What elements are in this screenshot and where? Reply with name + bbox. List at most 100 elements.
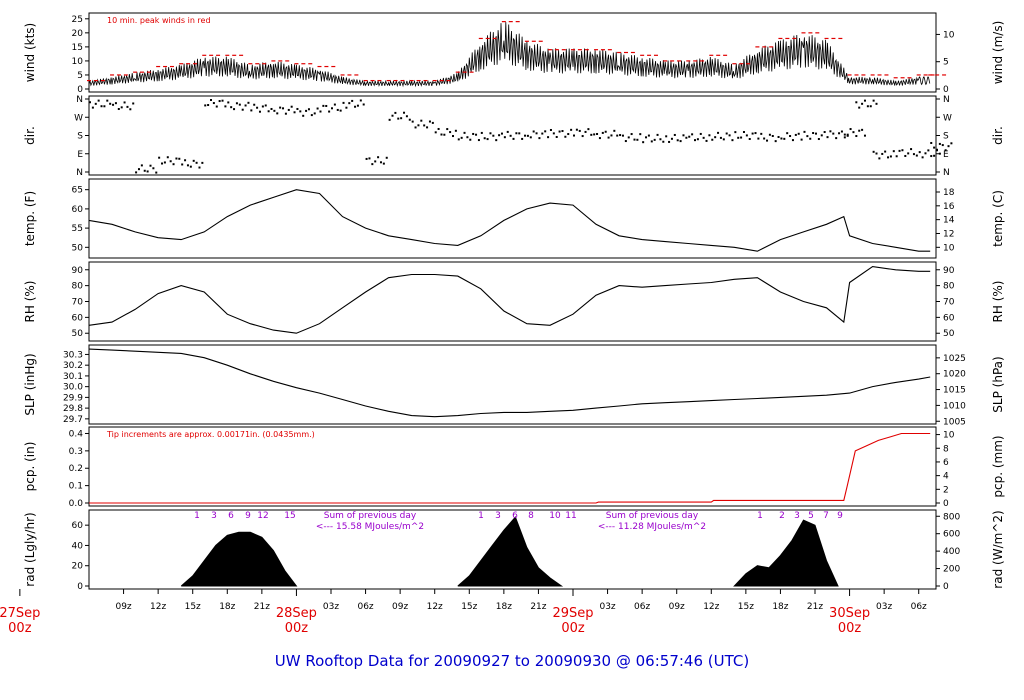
- direction-point: [838, 132, 841, 135]
- direction-point: [469, 138, 472, 141]
- direction-point: [414, 126, 417, 129]
- radiation-day-area: [457, 516, 564, 587]
- direction-point: [339, 109, 342, 112]
- left-axis-label: pcp. (in): [23, 442, 37, 492]
- time-tick-label: 18z: [219, 602, 235, 612]
- right-tick-label: 70: [943, 298, 955, 308]
- right-tick-label: 800: [943, 512, 960, 522]
- right-tick-label: 400: [943, 547, 960, 557]
- direction-point: [140, 164, 143, 167]
- direction-point: [947, 145, 950, 148]
- direction-point: [549, 128, 552, 131]
- panel-frame: [88, 509, 937, 590]
- direction-point: [356, 104, 359, 107]
- time-tick-label: 06z: [911, 602, 927, 612]
- direction-point: [515, 132, 518, 135]
- direction-point: [936, 148, 938, 151]
- right-tick-label: 12: [943, 229, 954, 239]
- left-tick-label: 30.0: [63, 383, 83, 393]
- direction-point: [152, 167, 155, 170]
- panel-pcp: 0.0 0.1 0.2 0.3 0.4 0 2 4 6 8 10 pcp. (in) pcp. (mm)…: [23, 426, 1005, 509]
- direction-point: [371, 163, 374, 166]
- direction-point: [875, 102, 878, 105]
- left-tick-label: 29.8: [63, 404, 83, 414]
- direction-point: [593, 133, 596, 136]
- direction-point: [630, 133, 633, 136]
- direction-point: [290, 105, 293, 108]
- direction-point: [541, 132, 544, 135]
- direction-point: [328, 110, 331, 113]
- direction-point: [944, 149, 947, 152]
- right-tick-label: 600: [943, 530, 960, 540]
- direction-point: [659, 138, 662, 141]
- radiation-hour-label: 3: [211, 511, 217, 521]
- direction-point: [590, 133, 593, 136]
- direction-point: [941, 144, 944, 147]
- direction-point: [696, 138, 699, 141]
- direction-point: [486, 138, 489, 141]
- direction-point: [647, 134, 650, 137]
- direction-point: [204, 104, 207, 107]
- direction-point: [227, 101, 230, 104]
- direction-point: [100, 105, 103, 108]
- direction-point: [506, 130, 509, 133]
- direction-point: [489, 132, 492, 135]
- right-tick-label: 1015: [943, 386, 966, 396]
- radiation-hour-label: 6: [512, 511, 518, 521]
- direction-point: [89, 101, 91, 104]
- direction-point: [345, 106, 348, 109]
- direction-point: [673, 133, 676, 136]
- radiation-hour-label: 1: [757, 511, 763, 521]
- direction-point: [146, 170, 149, 173]
- radiation-hour-label: 1: [478, 511, 484, 521]
- direction-point: [596, 132, 599, 135]
- direction-point: [895, 155, 898, 158]
- direction-point: [760, 132, 763, 135]
- direction-point: [354, 105, 357, 108]
- direction-point: [97, 99, 100, 102]
- direction-point: [143, 169, 146, 172]
- time-tick-label: 15z: [185, 602, 201, 612]
- date-z-label: 00z: [561, 621, 585, 636]
- direction-point: [336, 108, 339, 111]
- left-tick-label: 70: [72, 298, 84, 308]
- left-axis-label: temp. (F): [23, 191, 37, 246]
- direction-point: [806, 135, 809, 138]
- direction-point: [359, 99, 362, 102]
- direction-point: [509, 134, 512, 137]
- left-tick-label: 29.9: [63, 393, 83, 403]
- direction-point: [858, 129, 861, 132]
- direction-point: [705, 139, 708, 142]
- direction-point: [552, 132, 555, 135]
- direction-point: [195, 161, 198, 164]
- direction-point: [708, 134, 711, 137]
- radiation-sum-value: <--- 15.58 MJoules/m^2: [316, 522, 424, 532]
- right-tick-label: 0: [943, 499, 949, 509]
- right-axis-label: dir.: [991, 126, 1005, 145]
- time-tick-label: 12z: [427, 602, 443, 612]
- left-tick-label: 15: [72, 43, 83, 53]
- direction-point: [282, 107, 285, 110]
- radiation-hour-label: 3: [495, 511, 501, 521]
- direction-point: [109, 102, 112, 105]
- direction-point: [719, 136, 722, 139]
- temp-series-line: [88, 189, 931, 252]
- direction-point: [166, 156, 169, 159]
- right-tick-label: 4: [943, 472, 949, 482]
- direction-point: [325, 104, 328, 107]
- direction-point: [921, 156, 924, 159]
- direction-point: [365, 157, 368, 160]
- direction-point: [800, 138, 803, 141]
- direction-point: [570, 128, 573, 131]
- direction-point: [192, 159, 195, 162]
- left-tick-label: 40: [72, 541, 84, 551]
- direction-point: [817, 138, 820, 141]
- direction-point: [742, 131, 745, 134]
- direction-point: [477, 139, 480, 142]
- direction-point: [910, 148, 913, 151]
- direction-point: [397, 117, 400, 120]
- direction-point: [826, 136, 829, 139]
- date-label: 30Sep: [829, 606, 870, 621]
